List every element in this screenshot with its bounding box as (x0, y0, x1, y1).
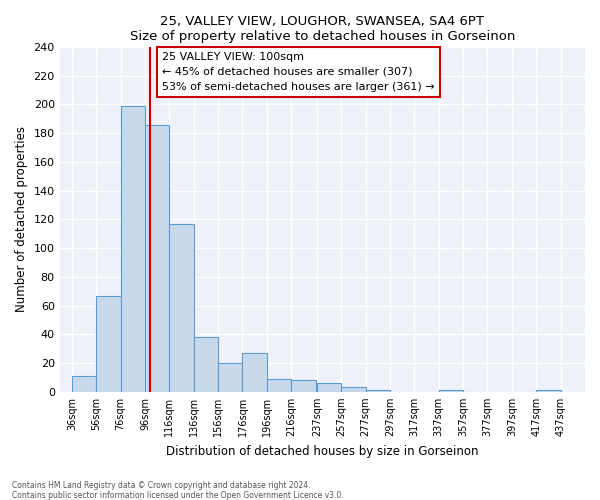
Bar (439, 390, 463, 392)
Bar (267, 379, 291, 392)
Bar (365, 390, 390, 392)
Bar (145, 124, 169, 392)
Bar (121, 106, 145, 392)
Bar (317, 383, 341, 392)
Bar (194, 337, 218, 392)
Text: Contains public sector information licensed under the Open Government Licence v3: Contains public sector information licen… (12, 490, 344, 500)
Bar (72, 376, 96, 392)
Text: Contains HM Land Registry data © Crown copyright and database right 2024.: Contains HM Land Registry data © Crown c… (12, 480, 311, 490)
Text: 25 VALLEY VIEW: 100sqm
← 45% of detached houses are smaller (307)
53% of semi-de: 25 VALLEY VIEW: 100sqm ← 45% of detached… (162, 52, 435, 92)
Y-axis label: Number of detached properties: Number of detached properties (15, 126, 28, 312)
Bar (169, 224, 194, 392)
Bar (291, 380, 316, 392)
Bar (242, 353, 267, 392)
Bar (341, 388, 365, 392)
Bar (96, 296, 121, 392)
Title: 25, VALLEY VIEW, LOUGHOR, SWANSEA, SA4 6PT
Size of property relative to detached: 25, VALLEY VIEW, LOUGHOR, SWANSEA, SA4 6… (130, 15, 515, 43)
Bar (536, 390, 560, 392)
Bar (218, 363, 242, 392)
X-axis label: Distribution of detached houses by size in Gorseinon: Distribution of detached houses by size … (166, 444, 479, 458)
